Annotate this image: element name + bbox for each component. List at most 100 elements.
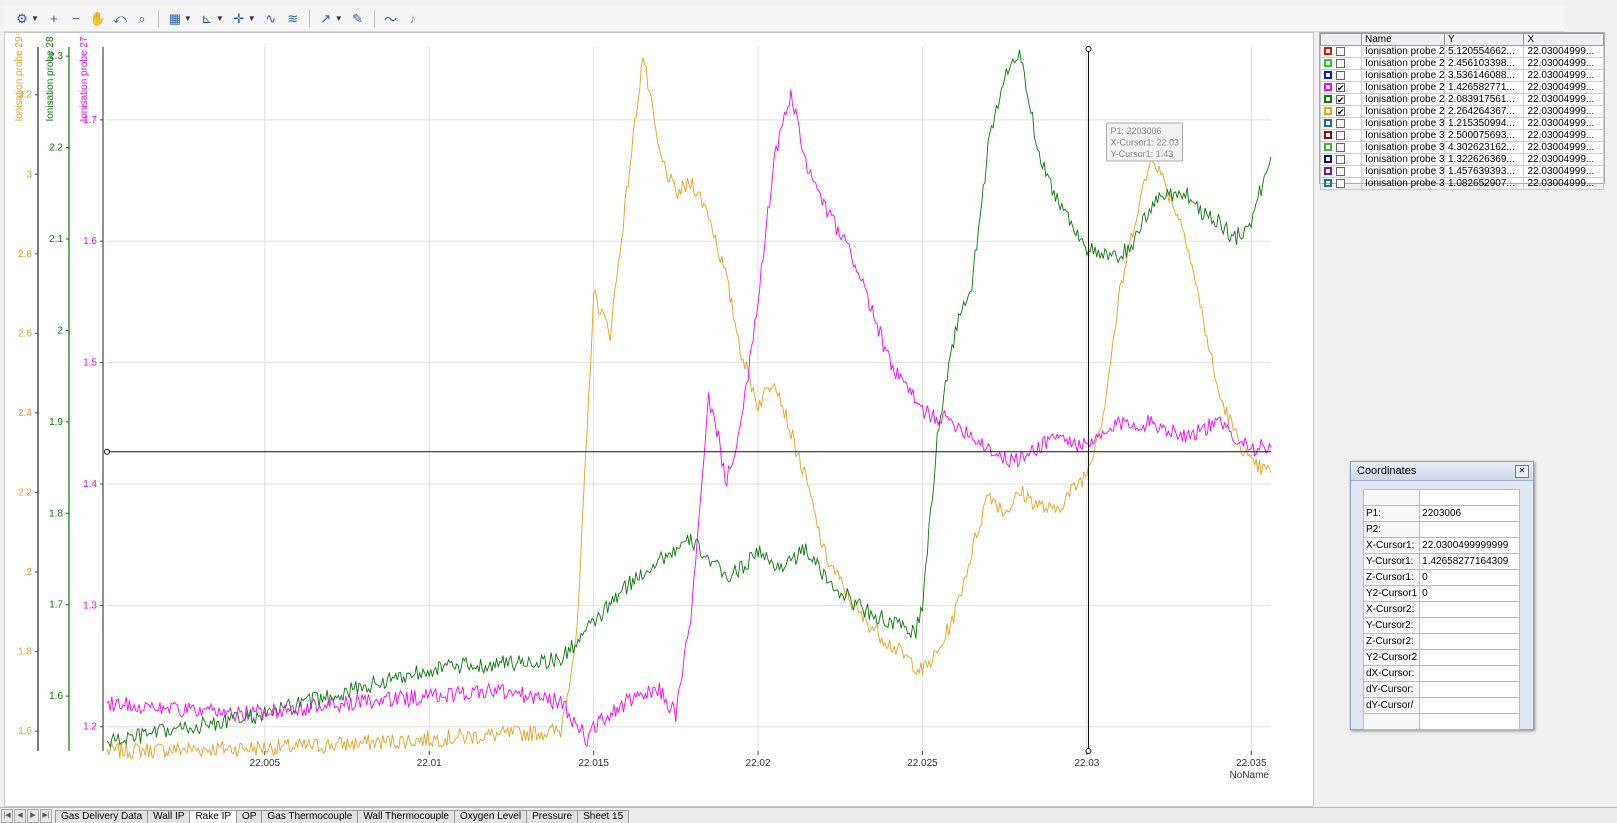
legend-row-controls: ✔ [1320, 105, 1362, 118]
prev-sheet-icon[interactable]: ◀ [14, 809, 26, 823]
coordinates-value[interactable] [1419, 617, 1520, 634]
legend-row[interactable]: Ionisation probe 32 4.302623162... 22.0300… [1320, 141, 1604, 154]
plot-area[interactable] [107, 47, 1271, 751]
legend-x-value: 22.03004999... [1523, 141, 1604, 154]
cursor-cross-icon[interactable]: ✛ [233, 10, 245, 26]
cursor-handle-bottom[interactable] [1085, 748, 1092, 754]
sheet-tab[interactable]: Rake IP [189, 810, 238, 823]
series-visible-checkbox[interactable] [1336, 46, 1345, 56]
coordinates-value[interactable] [1419, 601, 1520, 618]
coordinates-value[interactable] [1419, 649, 1520, 666]
coordinates-title-bar[interactable]: Coordinates ✕ [1351, 462, 1533, 481]
zoom-area-icon[interactable]: ⌕ [138, 10, 146, 26]
chevron-down-icon[interactable]: ▼ [215, 14, 224, 23]
coordinates-row: dX-Cursor: [1362, 665, 1520, 682]
legend-x-value: 22.03004999... [1523, 93, 1604, 106]
y-tick-label: 1.7 [49, 600, 63, 611]
coordinates-value[interactable]: 1.42658277164309 [1419, 553, 1520, 570]
pan-hand-icon[interactable]: ✋ [89, 10, 107, 26]
series-line[interactable] [106, 57, 1272, 760]
wave-icon[interactable]: 〜 [384, 12, 398, 27]
series-color-swatch [1324, 71, 1332, 80]
coordinates-value[interactable] [1419, 521, 1520, 538]
signal-edit-icon[interactable]: ✎ [352, 10, 364, 26]
series-visible-checkbox[interactable] [1336, 130, 1345, 140]
legend-row[interactable]: ✔ Ionisation probe 27 1.426582771... 22.030… [1320, 81, 1604, 94]
legend-header-y[interactable]: Y [1443, 33, 1525, 46]
legend-row[interactable]: ✔ Ionisation probe 28 2.083917561... 22.030… [1320, 93, 1604, 106]
series-color-swatch [1324, 155, 1332, 164]
x-tick-label: 22.03 [1074, 758, 1099, 769]
axis-settings-icon[interactable]: ⚙ [16, 10, 28, 26]
series-line[interactable] [106, 49, 1272, 749]
sheet-tab[interactable]: Gas Delivery Data [55, 810, 149, 823]
legend-row[interactable]: ✔ Ionisation probe 29 2.264264367... 22.030… [1320, 105, 1604, 118]
chevron-down-icon[interactable]: ▼ [183, 14, 192, 23]
legend-row[interactable]: Ionisation probe 33 1.322626369... 22.0300… [1320, 153, 1604, 166]
coordinates-value[interactable] [1419, 681, 1520, 698]
signal-trace-icon[interactable]: ↗ [320, 10, 332, 26]
legend-y-value: 1.215350994... [1443, 117, 1525, 130]
series-visible-checkbox[interactable]: ✔ [1336, 82, 1345, 93]
series-visible-checkbox[interactable] [1336, 166, 1345, 176]
coordinates-value[interactable]: 22.0300499999999 [1419, 537, 1520, 554]
series-visible-checkbox[interactable]: ✔ [1336, 106, 1345, 117]
chevron-down-icon[interactable]: ▼ [247, 14, 256, 23]
series-visible-checkbox[interactable]: ✔ [1336, 94, 1345, 105]
legend-row[interactable]: Ionisation probe 25 2.456103398... 22.0300… [1320, 57, 1604, 70]
line-chart[interactable]: 22.005 22.01 22.015 22.02 22.025 22.03 22.035N… [5, 33, 1313, 806]
series-visible-checkbox[interactable] [1336, 70, 1345, 80]
zoom-reset-icon[interactable]: ⤺ [112, 10, 127, 26]
coordinates-value[interactable] [1419, 633, 1520, 650]
series-visible-checkbox[interactable] [1336, 154, 1345, 164]
legend-x-value: 22.03004999... [1523, 129, 1604, 142]
sound-mute-icon[interactable]: ♪ [409, 11, 416, 26]
coordinates-value[interactable] [1419, 665, 1520, 682]
zoom-out-icon[interactable]: − [72, 11, 80, 26]
chart-panel[interactable]: 22.005 22.01 22.015 22.02 22.025 22.03 22.035 N… [4, 32, 1314, 807]
series-visible-checkbox[interactable] [1336, 142, 1345, 152]
sheet-tab[interactable]: OP [236, 810, 263, 823]
first-sheet-icon[interactable]: |◀ [1, 809, 13, 823]
zoom-in-icon[interactable]: + [50, 11, 58, 26]
legend-header-name[interactable]: Name [1361, 33, 1445, 46]
coordinates-value[interactable]: 0 [1419, 585, 1520, 602]
chevron-down-icon[interactable]: ▼ [334, 14, 343, 23]
close-icon[interactable]: ✕ [1515, 465, 1529, 478]
coordinates-key: Z-Cursor2: [1362, 633, 1421, 650]
legend-row[interactable]: Ionisation probe 30 1.215350994... 22.0300… [1320, 117, 1604, 130]
sheet-tab[interactable]: Oxygen Level [453, 810, 528, 823]
sheet-tab[interactable]: Sheet 15 [577, 810, 630, 823]
chart-options-icon[interactable]: ▦ [168, 10, 182, 26]
chevron-down-icon[interactable]: ▼ [31, 14, 39, 23]
legend-row[interactable]: Ionisation probe 26 3.536146088... 22.0300… [1320, 69, 1604, 82]
last-sheet-icon[interactable]: ▶| [40, 809, 52, 823]
coordinates-row: P2: [1362, 521, 1520, 538]
cursor-handle-top[interactable] [1085, 46, 1092, 52]
series-visible-checkbox[interactable] [1336, 178, 1345, 188]
coordinates-value[interactable]: 0 [1419, 569, 1520, 586]
legend-row[interactable]: Ionisation probe 35 1.082652907... 22.0300… [1320, 177, 1604, 190]
cursor-handle-left[interactable] [104, 448, 110, 455]
sheet-tab[interactable]: Wall IP [147, 810, 191, 823]
series-line[interactable] [106, 89, 1272, 748]
curve-fit-icon[interactable]: ∿ [265, 10, 277, 26]
legend-row[interactable]: Ionisation probe 34 1.457639393... 22.0300… [1320, 165, 1604, 178]
legend-row[interactable]: Ionisation probe 31 2.500075693... 22.0300… [1320, 129, 1604, 142]
sheet-tab[interactable]: Wall Thermocouple [357, 810, 455, 823]
series-visible-checkbox[interactable] [1336, 118, 1345, 128]
series-visible-checkbox[interactable] [1336, 58, 1345, 68]
coordinates-key: Y-Cursor1: [1362, 553, 1421, 570]
legend-header-x[interactable]: X [1523, 33, 1604, 46]
y-axis-label: Ionisation probe 28 [45, 36, 56, 122]
y-tick-label: 1.7 [83, 115, 97, 126]
axis-scale-icon[interactable]: ⊾ [201, 10, 213, 26]
coordinates-value[interactable]: 2203006 [1419, 505, 1520, 522]
sheet-tab[interactable]: Pressure [526, 810, 579, 823]
sheet-tab[interactable]: Gas Thermocouple [261, 810, 359, 823]
next-sheet-icon[interactable]: ▶ [27, 809, 39, 823]
coordinates-key: Y2-Cursor1 [1362, 585, 1421, 602]
coordinates-value[interactable] [1419, 697, 1520, 714]
curve-fit-2-icon[interactable]: ≋ [287, 10, 299, 26]
legend-row[interactable]: Ionisation probe 24 5.120554662... 22.0300… [1320, 45, 1604, 58]
